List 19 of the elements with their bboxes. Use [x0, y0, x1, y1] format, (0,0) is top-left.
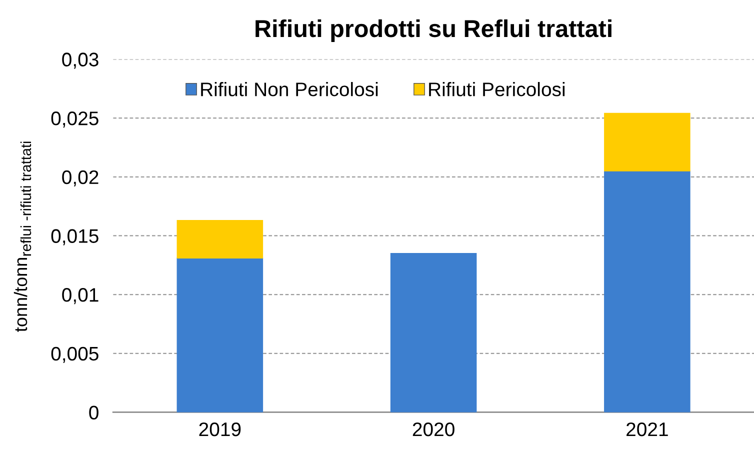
bar [604, 170, 690, 412]
legend-label: Rifiuti Pericolosi [429, 82, 565, 96]
x-tick-label: 2021 [626, 422, 668, 436]
y-tick-label: 0,005 [51, 346, 98, 363]
x-tick-label: 2020 [412, 422, 454, 436]
y-tick-label: 0,025 [51, 112, 98, 128]
bar [176, 220, 264, 258]
y-tick-label: 0,015 [51, 229, 98, 246]
y-tick-label: 0,02 [62, 170, 98, 186]
chart-title: Rifiuti prodotti su Reflui trattati [256, 19, 612, 42]
y-tick-label: 0,03 [62, 52, 98, 69]
legend-label: Rifiuti Non Pericolosi [201, 82, 378, 96]
y-axis-title: tonn/tonnreflui -rifiuti trattati [14, 142, 32, 332]
bar [604, 112, 690, 172]
bar [176, 258, 264, 412]
x-tick-label: 2019 [199, 422, 241, 436]
bar [390, 252, 477, 412]
y-tick-label: 0,01 [62, 288, 98, 304]
y-tick-label: 0 [89, 406, 98, 420]
